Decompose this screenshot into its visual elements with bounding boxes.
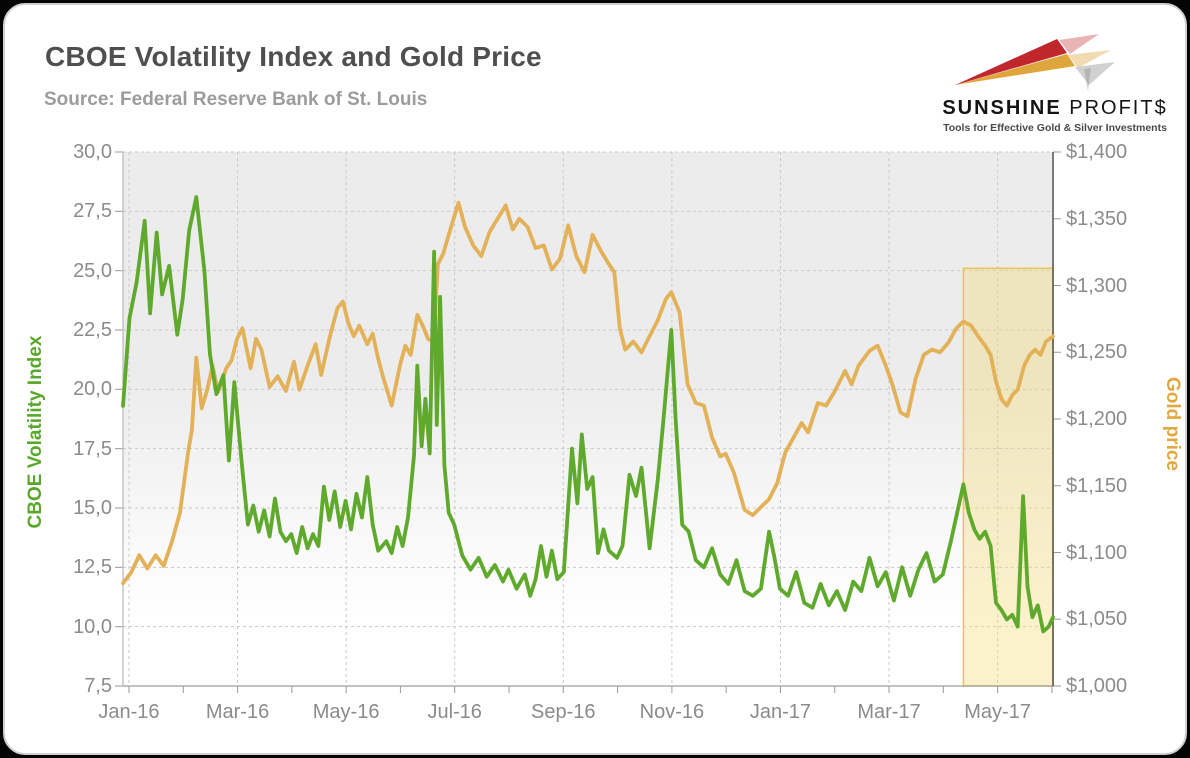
page-title: CBOE Volatility Index and Gold Price <box>45 41 542 72</box>
x-axis-tick-label: Jul-16 <box>427 701 482 723</box>
y-right-tick-label: $1,200 <box>1066 408 1128 430</box>
y-left-tick-label: 27,5 <box>73 200 112 223</box>
y-right-tick-label: $1,150 <box>1066 474 1128 497</box>
logo-silver-blade <box>1075 62 1115 85</box>
gold-line-series <box>121 200 1055 586</box>
logo-wordmark: SUNSHINE PROFIT$ <box>933 97 1177 120</box>
logo-red-blade <box>955 39 1067 85</box>
logo-wordmark-profits: PROFIT$ <box>1069 97 1168 119</box>
y-right-tick-label: $1,000 <box>1066 675 1128 697</box>
y-left-tick-label: 12,5 <box>73 556 112 579</box>
logo-gold-blade <box>955 54 1075 85</box>
y-right-tick-label: $1,300 <box>1066 274 1128 297</box>
logo-gray-drip <box>1084 68 1091 91</box>
logo-gold-echo <box>1068 50 1111 68</box>
chart-plot <box>115 151 1061 693</box>
x-axis-tick-label: May-16 <box>312 701 380 723</box>
y-left-tick-label: 7,5 <box>84 675 112 697</box>
x-axis-tick-label: Sep-16 <box>531 701 596 723</box>
left-axis-title: CBOE Volatility Index <box>25 335 46 529</box>
y-right-tick-label: $1,100 <box>1066 541 1128 564</box>
y-right-tick-label: $1,400 <box>1066 141 1128 163</box>
source-caption: Source: Federal Reserve Bank of St. Loui… <box>44 89 428 110</box>
logo-wordmark-sunshine: SUNSHINE <box>942 97 1062 119</box>
y-right-tick-label: $1,350 <box>1066 207 1128 230</box>
logo-tagline: Tools for Effective Gold & Silver Invest… <box>943 122 1167 134</box>
y-left-tick-label: 30,0 <box>73 141 112 163</box>
vix-line-series <box>121 195 1055 634</box>
x-axis-tick-label: Nov-16 <box>639 701 705 723</box>
y-left-tick-label: 15,0 <box>73 497 112 519</box>
y-left-tick-label: 25,0 <box>73 259 112 282</box>
x-axis-tick-label: Jan-16 <box>98 701 160 723</box>
plot-background <box>123 152 1053 686</box>
logo-arrows-icon <box>955 34 1115 91</box>
sunshine-profits-logo: SUNSHINE PROFIT$ Tools for Effective Gol… <box>933 19 1177 139</box>
x-axis-tick-label: Mar-17 <box>857 701 921 723</box>
x-axis-tick-label: Jan-17 <box>749 701 812 723</box>
y-left-tick-label: 17,5 <box>73 437 112 460</box>
y-left-tick-label: 10,0 <box>73 615 112 638</box>
logo-red-echo <box>1059 34 1099 54</box>
right-axis-title: Gold price <box>1162 377 1183 471</box>
y-left-tick-label: 20,0 <box>73 378 112 401</box>
y-left-tick-label: 22,5 <box>73 319 112 341</box>
y-right-tick-label: $1,250 <box>1066 341 1128 364</box>
x-axis-tick-label: May-17 <box>964 701 1031 723</box>
x-axis-tick-label: Mar-16 <box>205 701 270 723</box>
y-right-tick-label: $1,050 <box>1066 608 1128 631</box>
